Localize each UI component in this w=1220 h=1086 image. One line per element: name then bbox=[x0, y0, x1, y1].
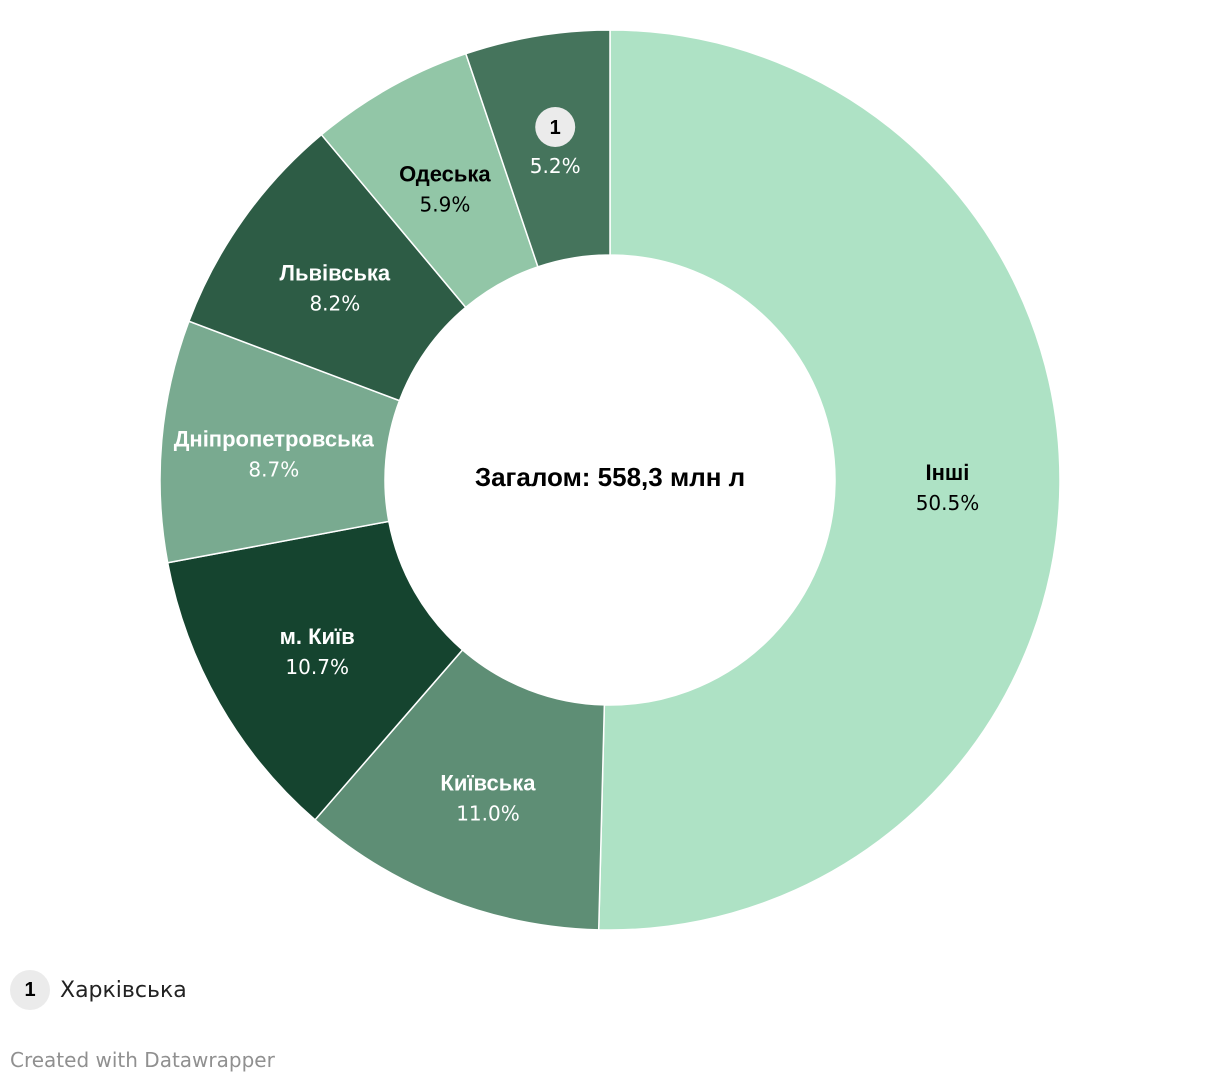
slice-0-label: Інші bbox=[926, 460, 970, 485]
slice-5-label: Одеська bbox=[399, 162, 491, 187]
slice-1-value-label: 11.0% bbox=[456, 802, 520, 826]
slice-1 bbox=[313, 648, 606, 931]
slice-4-value-label: 8.2% bbox=[309, 292, 360, 316]
slice-6-footnote-marker bbox=[535, 106, 576, 147]
slice-3-label: Дніпропетровська bbox=[174, 426, 375, 451]
slice-0 bbox=[597, 29, 1061, 931]
footnote: 1 Харківська bbox=[10, 970, 187, 1010]
footnote-marker: 1 bbox=[10, 970, 50, 1010]
slice-6-value-label: 5.2% bbox=[530, 154, 581, 178]
slice-4-label: Львівська bbox=[280, 261, 391, 286]
slice-0-value-label: 50.5% bbox=[916, 491, 980, 515]
slice-6 bbox=[464, 29, 611, 268]
footnote-text: Харківська bbox=[60, 977, 187, 1003]
center-total-label: Загалом: 558,3 млн л bbox=[475, 462, 745, 492]
slice-2 bbox=[166, 520, 464, 821]
donut-svg: Інші 50.5% Київська 11.0% м. Київ 10.7% Дніпро… bbox=[159, 29, 1061, 931]
donut-chart: Інші 50.5% Київська 11.0% м. Київ 10.7% Дніпро… bbox=[159, 29, 1061, 931]
slice-3-value-label: 8.7% bbox=[248, 457, 299, 481]
slice-5-value-label: 5.9% bbox=[420, 193, 471, 217]
slice-2-value-label: 10.7% bbox=[285, 655, 349, 679]
slice-1-label: Київська bbox=[440, 771, 536, 796]
credit-text: Created with Datawrapper bbox=[10, 1048, 275, 1072]
slice-2-label: м. Київ bbox=[280, 624, 355, 649]
slice-6-label: 1 bbox=[550, 117, 561, 139]
